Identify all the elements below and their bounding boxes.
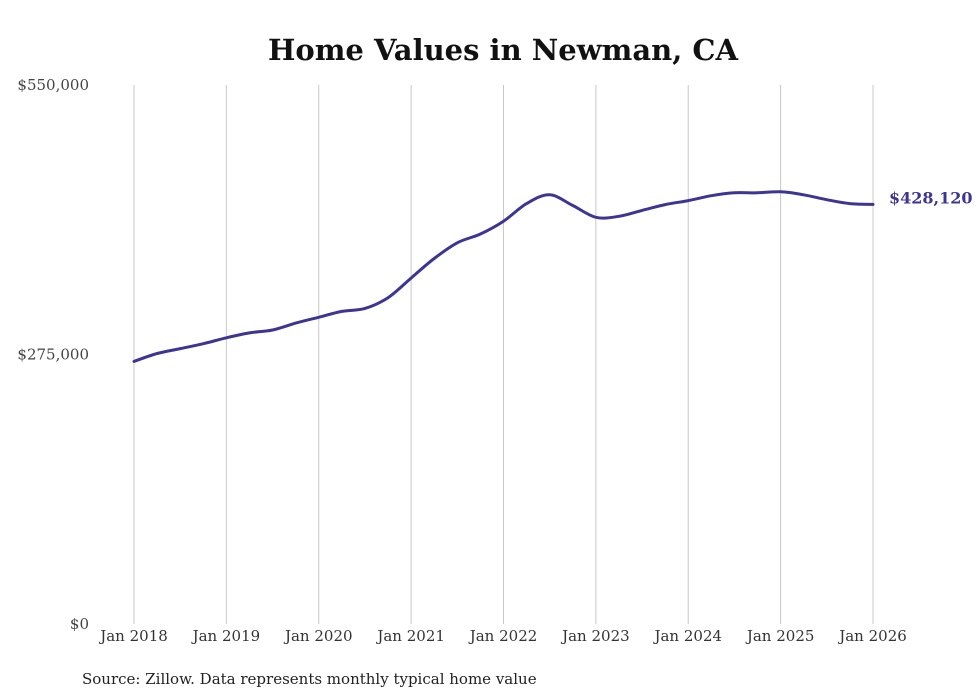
x-tick-label: Jan 2020 [283, 627, 353, 645]
x-tick-label: Jan 2024 [652, 627, 722, 645]
y-axis-tick-labels: $0 $275,000 $550,000 [17, 76, 89, 633]
end-value-label: $428,120 [889, 188, 973, 207]
x-tick-label: Jan 2019 [191, 627, 261, 645]
x-axis-tick-labels: Jan 2018 Jan 2019 Jan 2020 Jan 2021 Jan 2022… [98, 627, 907, 645]
x-tick-label: Jan 2018 [98, 627, 168, 645]
x-tick-label: Jan 2022 [468, 627, 538, 645]
y-tick-label: $275,000 [17, 346, 89, 364]
y-tick-label: $0 [70, 615, 89, 633]
chart-title: Home Values in Newman, CA [268, 33, 739, 67]
source-note: Source: Zillow. Data represents monthly … [82, 670, 537, 688]
x-tick-label: Jan 2026 [837, 627, 907, 645]
gridlines [133, 85, 874, 624]
x-tick-label: Jan 2025 [745, 627, 815, 645]
x-tick-label: Jan 2023 [560, 627, 630, 645]
series-line-home-value [132, 190, 875, 363]
x-tick-label: Jan 2021 [375, 627, 445, 645]
y-tick-label: $550,000 [17, 76, 89, 94]
